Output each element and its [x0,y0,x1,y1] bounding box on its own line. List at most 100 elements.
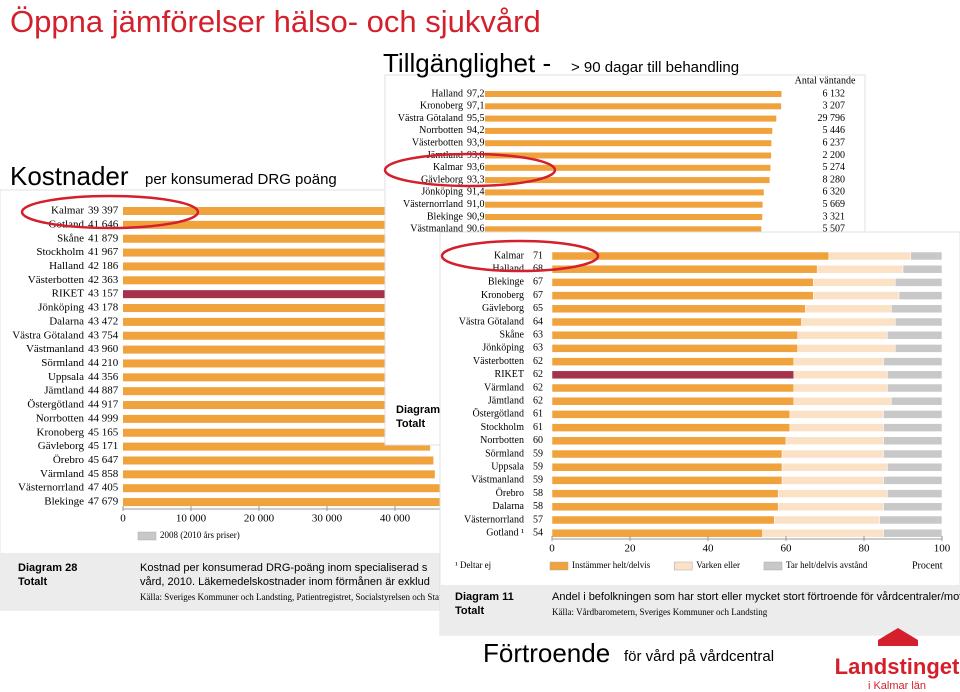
category-label: Västernorrland [403,199,463,210]
bar [485,189,764,196]
category-label: Norrbotten [36,412,85,424]
caption-text: Kostnad per konsumerad DRG-poäng inom sp… [140,562,428,574]
bar-segment [781,476,884,485]
value-label: 47 679 [88,496,119,508]
column-value: 5 669 [823,199,846,210]
legend-label: Varken eller [696,560,740,570]
bar-segment [816,264,904,274]
bar-segment [793,370,888,380]
bar-segment [551,357,795,366]
bar-segment [789,423,884,432]
value-label: 93,8 [467,150,485,161]
bar-segment [883,528,943,538]
chart-trust: Kalmar 71 Halland 68 Blekinge 67 Kronoberg 67 Gä… [439,231,960,668]
category-label: Blekinge [44,496,84,508]
value-label: 43 754 [88,329,119,341]
value-label: 44 887 [88,385,119,397]
bar [123,442,431,451]
bar [485,127,773,134]
bar-segment [785,436,884,446]
value-label: 90,6 [467,224,485,235]
bar-segment [551,317,802,327]
category-label: Norrbotten [419,125,463,136]
bar [485,214,763,220]
bar [123,304,417,313]
bar-segment [793,396,892,406]
bar [485,164,771,171]
bar-segment [883,476,943,485]
value-label: 90,9 [467,211,485,222]
value-label: 59 [533,448,543,459]
category-label: Stockholm [36,246,84,258]
category-label: Stockholm [481,422,525,433]
bar-segment [887,370,943,380]
bar-segment [801,317,896,327]
category-label: Skåne [57,232,84,244]
caption-source: Källa: Sveriges Kommuner och Landsting, … [140,592,442,602]
column-value: 6 320 [823,187,846,198]
value-label: 41 967 [88,246,119,258]
value-label: 44 999 [88,412,119,424]
caption-text: Andel i befolkningen som har stort eller… [552,591,960,603]
category-label: Halland [492,263,524,274]
value-label: 94,2 [467,125,485,136]
value-label: 68 [533,263,543,274]
bar-segment [910,251,943,261]
bar-segment [894,317,943,327]
caption-label: Diagram [396,404,440,416]
bar-segment [551,251,830,261]
bar-segment [551,278,814,287]
bar-segment [551,502,779,512]
value-label: 65 [533,303,543,314]
category-label: Sörmland [485,448,524,459]
category-label: Värmland [40,468,84,480]
value-label: 47 405 [88,482,119,494]
bar-segment [551,528,763,538]
bar [123,220,407,229]
category-label: Halland [431,88,463,99]
column-value: 5 507 [823,224,846,235]
category-label: Jönköping [482,343,524,354]
bar-segment [551,383,795,393]
category-label: Örebro [496,487,524,499]
category-label: Skåne [500,329,525,340]
category-label: Kalmar [51,205,84,217]
bar [123,470,435,479]
category-label: Jönköping [421,187,463,198]
bar [123,234,408,243]
bar-segment [891,396,943,406]
chart-subtitle: > 90 dagar till behandling [571,59,739,76]
bar [123,331,421,340]
bar [123,387,429,396]
value-label: 95,5 [467,113,485,124]
bar [123,276,412,285]
chart-subtitle: för vård på vårdcentral [624,648,774,665]
x-tick-label: 30 000 [312,513,343,525]
category-label: Jämtland [44,385,84,397]
value-label: 61 [533,422,543,433]
bar [485,201,763,208]
x-tick-label: 100 [934,543,951,555]
value-label: 43 960 [88,343,119,355]
bar-segment [883,436,943,446]
bar [123,290,417,299]
bar-segment [777,502,884,512]
category-label: Blekinge [427,211,464,222]
category-label: Värmland [484,382,524,393]
category-label: Jämtland [488,395,524,406]
bar-segment [891,304,943,314]
category-label: Gotland ¹ [486,527,524,538]
bar-segment [551,344,798,353]
category-label: Gävleborg [482,303,524,314]
bar-segment [774,515,880,525]
value-label: 62 [533,395,543,406]
x-tick-label: 10 000 [176,513,207,525]
chart-title: Kostnader [10,161,129,191]
category-label: Västerbotten [412,137,463,148]
x-axis-label: Procent [912,560,943,571]
column-value: 6 132 [823,88,846,99]
bar [123,373,425,382]
column-value: 3 207 [823,101,846,112]
value-label: 62 [533,369,543,380]
bar-segment [894,278,943,287]
